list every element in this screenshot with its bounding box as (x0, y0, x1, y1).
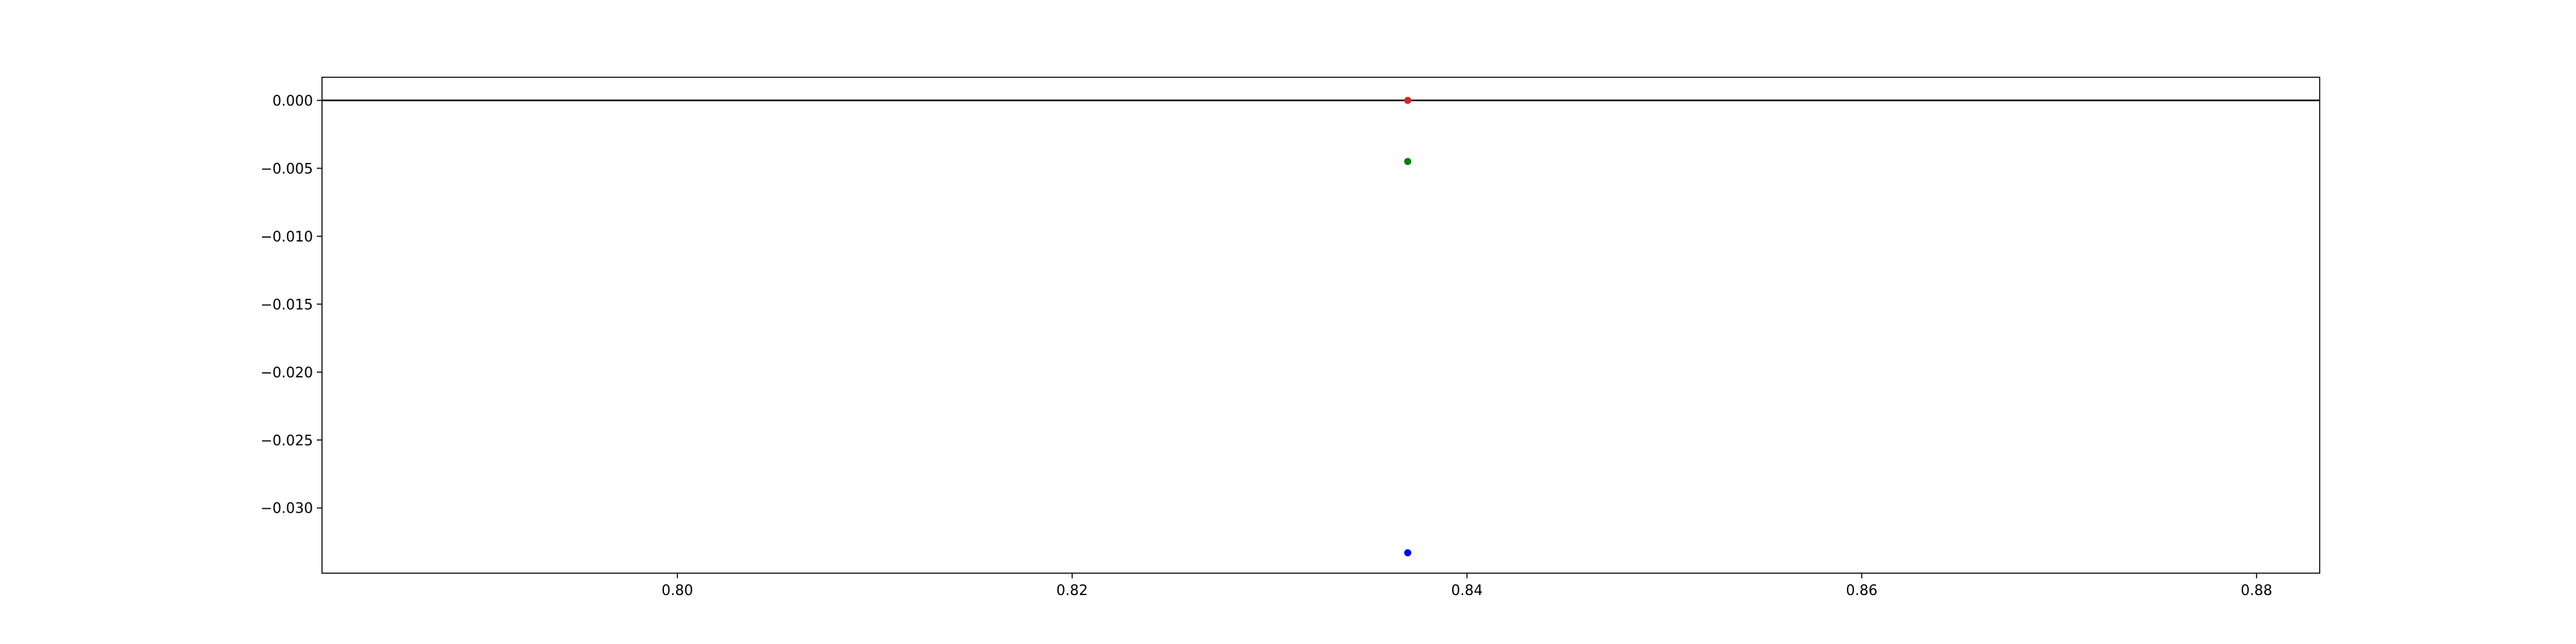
y-tick-label: −0.030 (261, 501, 313, 517)
y-tick-label: −0.025 (261, 433, 313, 449)
y-axis: 0.000 −0.005 −0.010 −0.015 −0.020 −0.025 −0.03… (261, 93, 322, 517)
x-tick-label: 0.82 (1056, 583, 1088, 599)
x-tick-label: 0.80 (661, 583, 693, 599)
y-tick-label: −0.015 (261, 297, 313, 313)
x-axis: 0.80 0.82 0.84 0.86 0.88 (661, 573, 2272, 599)
data-point (1404, 97, 1412, 104)
plot-area (322, 97, 2320, 556)
y-tick-label: −0.020 (261, 365, 313, 381)
axes-frame (321, 77, 2320, 574)
data-point (1404, 158, 1412, 166)
x-tick-label: 0.88 (2240, 583, 2272, 599)
y-tick-label: −0.010 (261, 229, 313, 245)
y-tick-label: −0.005 (261, 161, 313, 177)
y-tick-label: 0.000 (272, 93, 313, 109)
x-tick-label: 0.86 (1846, 583, 1877, 599)
data-point (1404, 549, 1412, 556)
x-tick-label: 0.84 (1451, 583, 1482, 599)
